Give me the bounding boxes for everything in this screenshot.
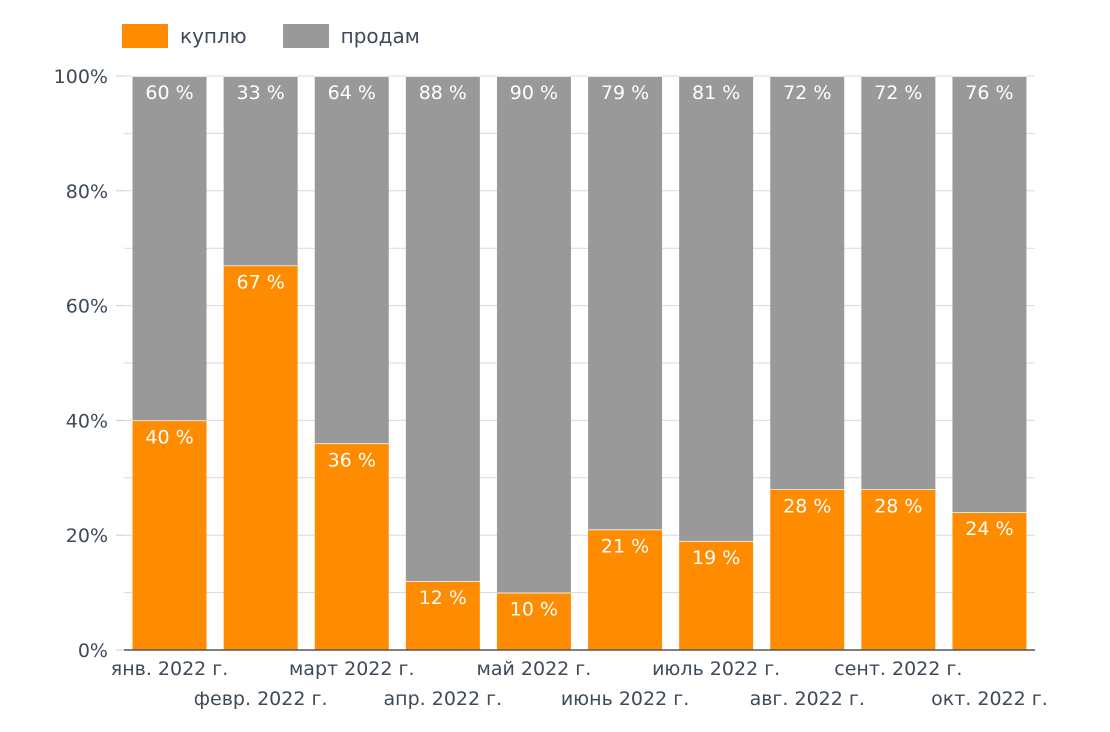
- bar-segment-sell: [679, 76, 754, 541]
- bar-segment-sell: [861, 76, 936, 490]
- bar-segment-sell: [223, 76, 298, 266]
- x-tick-label: июнь 2022 г.: [561, 688, 689, 710]
- data-label-buy: 10 %: [510, 599, 558, 621]
- data-label-buy: 24 %: [965, 518, 1013, 540]
- bar-segment-buy: [861, 489, 936, 650]
- x-tick-label: май 2022 г.: [477, 658, 592, 680]
- x-tick-label: март 2022 г.: [289, 658, 415, 680]
- y-tick-label: 0%: [78, 640, 108, 662]
- legend-item-sell: продам: [282, 24, 420, 48]
- legend-label-sell: продам: [340, 24, 420, 48]
- bar-segment-buy: [405, 581, 480, 650]
- data-label-buy: 21 %: [601, 535, 649, 557]
- y-tick-label: 80%: [66, 181, 108, 203]
- data-label-buy: 28 %: [783, 495, 831, 517]
- bar-segment-buy: [952, 512, 1027, 650]
- bar-segment-sell: [405, 76, 480, 582]
- legend-swatch-buy: [122, 24, 168, 48]
- bar-segment-sell: [952, 76, 1027, 513]
- data-label-buy: 36 %: [328, 449, 376, 471]
- data-label-sell: 60 %: [145, 82, 193, 104]
- y-tick-label: 60%: [66, 296, 108, 318]
- legend-label-buy: куплю: [180, 24, 247, 48]
- x-tick-label: окт. 2022 г.: [931, 688, 1048, 710]
- data-label-buy: 28 %: [874, 495, 922, 517]
- bar-segment-sell: [588, 76, 663, 530]
- y-tick-label: 100%: [54, 66, 108, 88]
- data-label-sell: 76 %: [965, 82, 1013, 104]
- y-tick-label: 40%: [66, 410, 108, 432]
- x-tick-label: сент. 2022 г.: [834, 658, 962, 680]
- x-tick-label: февр. 2022 г.: [194, 688, 328, 710]
- data-label-sell: 88 %: [419, 82, 467, 104]
- x-tick-label: июль 2022 г.: [652, 658, 780, 680]
- data-label-sell: 72 %: [783, 82, 831, 104]
- data-label-sell: 33 %: [237, 82, 285, 104]
- legend-item-buy: куплю: [122, 24, 247, 48]
- bar-segment-sell: [132, 76, 207, 421]
- bar-segment-buy: [679, 540, 754, 650]
- bar-segment-sell: [496, 76, 571, 593]
- bar-segment-sell: [314, 76, 389, 444]
- y-tick-label: 20%: [66, 525, 108, 547]
- axes: 0% 20% 40% 60% 80% 100% янв. 2022 г. февр. 2022…: [54, 66, 1048, 710]
- bar-segment-buy: [132, 420, 207, 650]
- bar-segment-sell: [770, 76, 845, 490]
- data-label-sell: 79 %: [601, 82, 649, 104]
- bar-segment-buy: [314, 443, 389, 650]
- data-label-sell: 81 %: [692, 82, 740, 104]
- data-label-buy: 40 %: [145, 426, 193, 448]
- bar-labels: 40 % 60 % 67 % 33 % 36 % 64 % 12 % 88 % 10 % 90 %…: [145, 82, 1013, 621]
- x-tick-label: апр. 2022 г.: [384, 688, 503, 710]
- legend-swatch-sell: [282, 24, 329, 48]
- legend: куплю продам: [122, 24, 456, 48]
- data-label-sell: 72 %: [874, 82, 922, 104]
- bar-segment-buy: [588, 529, 663, 650]
- data-label-buy: 19 %: [692, 547, 740, 569]
- bar-segment-buy: [223, 265, 298, 650]
- x-tick-label: янв. 2022 г.: [111, 658, 229, 680]
- data-label-buy: 67 %: [237, 271, 285, 293]
- bar-segment-buy: [496, 592, 571, 650]
- bars: [132, 75, 1027, 650]
- data-label-sell: 64 %: [328, 82, 376, 104]
- data-label-buy: 12 %: [419, 587, 467, 609]
- x-tick-label: авг. 2022 г.: [750, 688, 865, 710]
- data-label-sell: 90 %: [510, 82, 558, 104]
- bar-segment-buy: [770, 489, 845, 650]
